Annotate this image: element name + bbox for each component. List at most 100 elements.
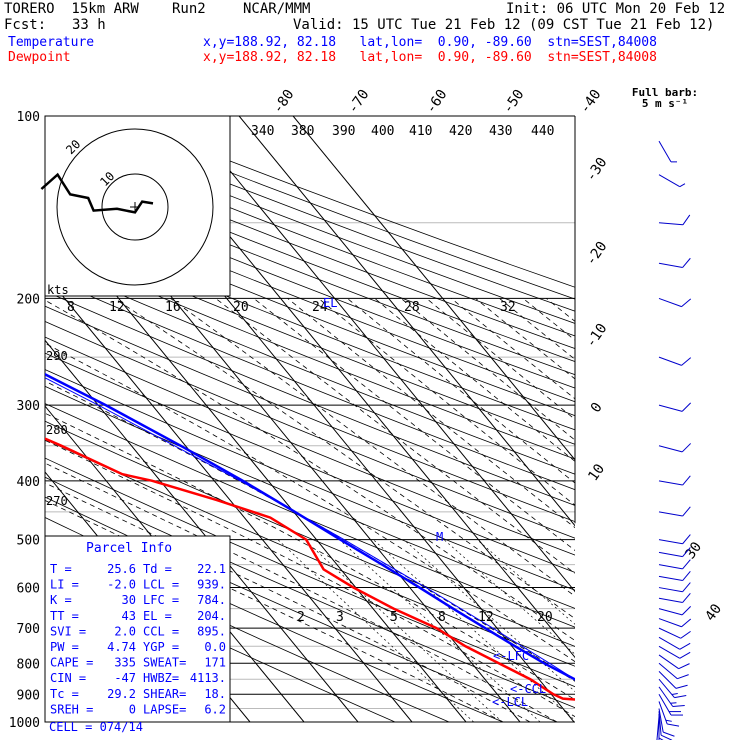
parcel-row-value: 29.2: [107, 687, 136, 701]
wind-barb-half-flag: [665, 719, 672, 722]
parcel-path: [45, 377, 575, 681]
lcl-marker: <-LCL: [492, 695, 528, 709]
parcel-row-label: CAPE =: [50, 656, 93, 670]
run-label: Run2: [172, 1, 206, 17]
model-title: TORERO 15km ARW: [4, 1, 139, 17]
parcel-row-label: Td =: [143, 562, 172, 576]
dry-adiabat: [45, 261, 575, 475]
parcel-row-label: CIN =: [50, 671, 86, 685]
parcel-row-value: -2.0: [107, 578, 136, 592]
dry-adiabat: [45, 220, 575, 431]
moist-adiabat: [347, 298, 575, 484]
wind-barb-flag: [682, 592, 691, 603]
wind-barb: [658, 654, 690, 670]
theta-label: 430: [489, 124, 512, 139]
pressure-tick-label: 100: [17, 110, 40, 125]
wind-barb-flag: [662, 731, 675, 737]
parcel-row-value: 6.2: [204, 702, 226, 716]
parcel-row-label: SHEAR=: [143, 687, 186, 701]
isotherm-label: 40: [702, 601, 725, 624]
dry-adiabat: [45, 247, 575, 460]
wind-barb-shaft: [658, 701, 668, 725]
wind-barb-shaft: [658, 539, 683, 545]
moist-adiabat: [45, 499, 504, 722]
wind-barb-shaft: [658, 645, 681, 659]
pressure-tick-label: 300: [17, 399, 40, 414]
parcel-row-value: 895.: [197, 624, 226, 638]
mixing-ratio-label: 20: [537, 610, 553, 625]
wind-barb: [658, 559, 691, 570]
dry-adiabat: [45, 457, 575, 688]
moist-adiabat: [374, 298, 575, 462]
isotherm-label: 10: [585, 461, 608, 484]
theta-label: 340: [251, 124, 274, 139]
parcel-row-label: PW =: [50, 640, 79, 654]
wind-barb: [658, 694, 683, 716]
wind-barb-flag: [682, 582, 691, 593]
dry-adiabat: [45, 385, 575, 609]
hodo-speed-label: 8: [67, 300, 75, 315]
hodograph-kts-label: kts: [47, 283, 69, 297]
wind-barb-flag: [658, 737, 664, 740]
moist-adiabat: [426, 298, 575, 420]
wind-barb-flag: [679, 651, 691, 659]
isotherm-label: 30: [682, 539, 705, 562]
hodograph-panel: [44, 115, 231, 297]
hodo-speed-label: 32: [500, 300, 516, 315]
wind-barb-flag: [681, 402, 692, 412]
mixing-ratio-line: [339, 539, 541, 722]
wind-barb-shaft: [658, 597, 683, 603]
mixing-ratio-label: 5: [390, 610, 398, 625]
parcel-row-value: 204.: [197, 609, 226, 623]
parcel-row-value: 30: [122, 593, 136, 607]
wind-barb: [658, 636, 691, 650]
wind-barb: [658, 678, 687, 699]
wind-barb-flag: [677, 674, 689, 680]
parcel-row-value: 784.: [197, 593, 226, 607]
wind-barb-flag: [675, 684, 688, 689]
isotherm-label: -80: [270, 87, 298, 117]
dry-adiabat: [45, 352, 575, 573]
wind-barb-shaft: [658, 662, 678, 680]
parcel-row-label: K =: [50, 593, 72, 607]
hodo-speed-label: 28: [404, 300, 420, 315]
parcel-row-label: SWEAT=: [143, 656, 186, 670]
wind-barb-flag: [660, 734, 673, 740]
hodo-speed-label: 24: [312, 300, 328, 315]
fcst-hours: 33 h: [72, 17, 106, 33]
wind-barb-shaft: [658, 140, 672, 163]
wind-barb-flag: [679, 642, 691, 650]
center-label: NCAR/MMM: [243, 1, 311, 17]
parcel-row-value: 171: [204, 656, 226, 670]
isotherm-label: -40: [577, 87, 605, 117]
moist-adiabat: [114, 298, 575, 620]
wind-barb-shaft: [658, 511, 683, 517]
theta-label: 410: [409, 124, 432, 139]
hodo-speed-label: 20: [233, 300, 249, 315]
parcel-row-label: LI =: [50, 578, 79, 592]
moist-adiabat: [318, 298, 575, 506]
barb-key-title: Full barb:: [632, 86, 698, 99]
parcel-row-label: LFC =: [143, 593, 179, 607]
dewpoint-profile: [45, 437, 575, 701]
dry-adiabat: [45, 207, 575, 417]
wind-barb-shaft: [658, 297, 682, 308]
wind-barb: [658, 214, 691, 226]
wind-barb: [658, 356, 692, 366]
wind-barb-shaft: [658, 618, 682, 628]
wind-barb-shaft: [658, 587, 683, 593]
mixing-ratio-line: [277, 539, 474, 722]
parcel-row-value: 22.1: [197, 562, 226, 576]
wind-barb: [658, 547, 691, 558]
isotherm-line: [45, 339, 359, 722]
lfc-marker: <-LFC: [493, 649, 529, 663]
wind-barb-shaft: [658, 671, 677, 689]
wind-barbs: [656, 140, 692, 740]
wind-barb-flag: [672, 704, 685, 708]
parcel-row-label: T =: [50, 562, 72, 576]
wind-barb: [658, 582, 691, 593]
wind-barb-flag: [682, 571, 691, 581]
fcst-label: Fcst:: [4, 17, 47, 33]
